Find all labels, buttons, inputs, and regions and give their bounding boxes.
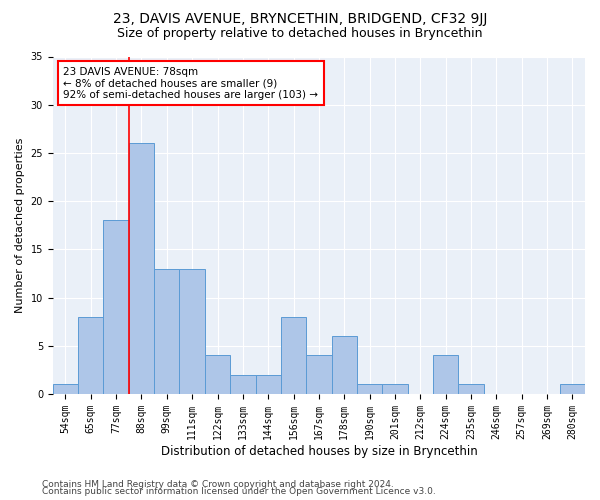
- X-axis label: Distribution of detached houses by size in Bryncethin: Distribution of detached houses by size …: [161, 444, 477, 458]
- Bar: [129, 144, 154, 394]
- Bar: [179, 268, 205, 394]
- Bar: [154, 268, 179, 394]
- Text: 23, DAVIS AVENUE, BRYNCETHIN, BRIDGEND, CF32 9JJ: 23, DAVIS AVENUE, BRYNCETHIN, BRIDGEND, …: [113, 12, 487, 26]
- Bar: [332, 336, 357, 394]
- Text: Contains public sector information licensed under the Open Government Licence v3: Contains public sector information licen…: [42, 488, 436, 496]
- Bar: [281, 317, 306, 394]
- Text: 23 DAVIS AVENUE: 78sqm
← 8% of detached houses are smaller (9)
92% of semi-detac: 23 DAVIS AVENUE: 78sqm ← 8% of detached …: [64, 66, 319, 100]
- Text: Size of property relative to detached houses in Bryncethin: Size of property relative to detached ho…: [117, 28, 483, 40]
- Bar: [560, 384, 585, 394]
- Text: Contains HM Land Registry data © Crown copyright and database right 2024.: Contains HM Land Registry data © Crown c…: [42, 480, 394, 489]
- Bar: [357, 384, 382, 394]
- Bar: [306, 356, 332, 394]
- Bar: [382, 384, 407, 394]
- Bar: [433, 356, 458, 394]
- Bar: [53, 384, 78, 394]
- Bar: [458, 384, 484, 394]
- Y-axis label: Number of detached properties: Number of detached properties: [15, 138, 25, 313]
- Bar: [103, 220, 129, 394]
- Bar: [256, 374, 281, 394]
- Bar: [230, 374, 256, 394]
- Bar: [78, 317, 103, 394]
- Bar: [205, 356, 230, 394]
